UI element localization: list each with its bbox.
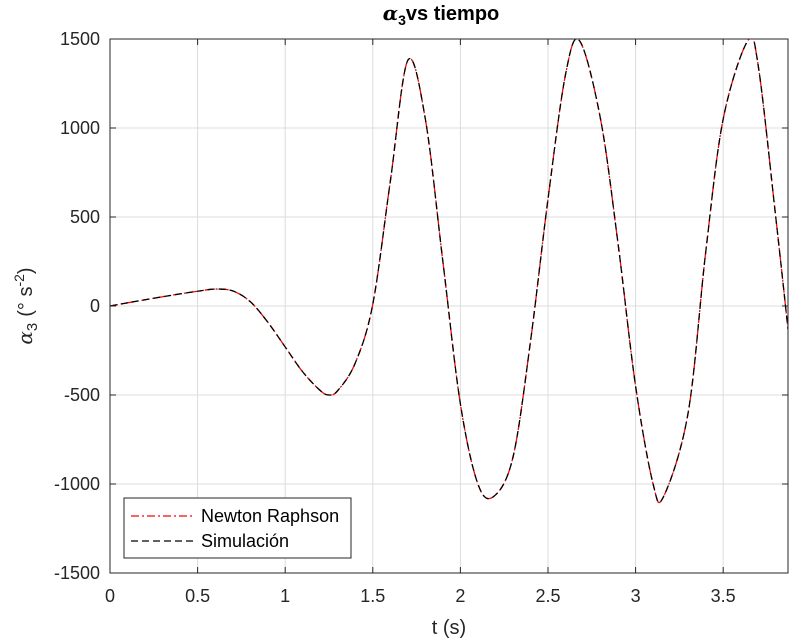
legend: Newton Raphson Simulación [123,497,352,559]
ylabel-unit-close: ) [15,267,37,274]
x-axis-label: t (s) [432,617,466,639]
chart-title: α3vs tiempo [383,1,500,28]
series-group [110,39,788,504]
series-line-simulacion [110,39,788,504]
title-text: vs tiempo [406,3,499,25]
x-tick-label: 1 [280,586,290,606]
y-tick-label: 1000 [60,118,100,138]
x-tick-label: 0.5 [185,586,210,606]
y-tick-label: 500 [70,207,100,227]
y-tick-label: -500 [64,385,100,405]
title-subscript: 3 [398,12,406,28]
y-tick-label: -1500 [54,563,100,583]
x-axis-ticks: 0 0.5 1 1.5 2 2.5 3 3.5 [105,39,736,606]
legend-label-newton-raphson: Newton Raphson [201,506,339,526]
ylabel-symbol: α [13,331,37,345]
title-symbol: α [383,1,398,25]
x-tick-label: 2 [455,586,465,606]
y-axis-label: α3 (° s-2) [11,267,41,344]
y-tick-label: -1000 [54,474,100,494]
y-tick-label: 1500 [60,29,100,49]
legend-box [123,497,352,559]
ylabel-unit: (° s [15,287,37,317]
x-tick-label: 1.5 [360,586,385,606]
ylabel-subscript: 3 [24,323,41,331]
x-tick-label: 0 [105,586,115,606]
ylabel-unit-exponent: -2 [11,274,27,287]
legend-label-simulacion: Simulación [201,531,289,551]
y-axis-ticks: -1500 -1000 -500 0 500 1000 1500 [54,29,788,583]
y-tick-label: 0 [90,296,100,316]
y-gridlines [110,127,788,485]
x-tick-label: 3 [631,586,641,606]
x-tick-label: 2.5 [535,586,560,606]
x-tick-label: 3.5 [711,586,736,606]
